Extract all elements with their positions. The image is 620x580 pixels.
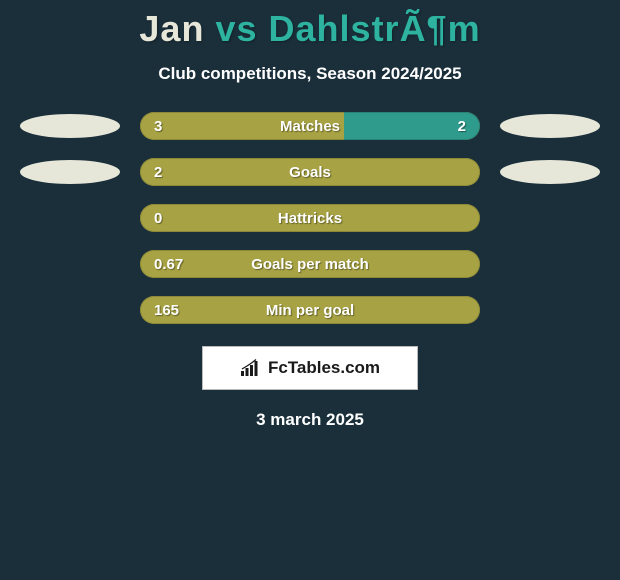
page-title: Jan vs DahlstrÃ¶m — [0, 8, 620, 50]
subtitle: Club competitions, Season 2024/2025 — [0, 64, 620, 84]
stat-bar: 0Hattricks — [140, 204, 480, 232]
comparison-card: Jan vs DahlstrÃ¶m Club competitions, Sea… — [0, 0, 620, 430]
logo-badge[interactable]: FcTables.com — [202, 346, 418, 390]
title-vs: vs — [215, 8, 257, 49]
date: 3 march 2025 — [0, 410, 620, 430]
stat-row: 0.67Goals per match — [0, 250, 620, 278]
stat-label: Min per goal — [140, 302, 480, 319]
logo-text: FcTables.com — [268, 358, 380, 378]
stat-label: Goals — [140, 164, 480, 181]
ellipse-spacer — [20, 206, 120, 230]
stat-label: Matches — [140, 118, 480, 135]
chart-icon — [240, 359, 262, 377]
ellipse-spacer — [20, 252, 120, 276]
player1-ellipse-icon — [20, 114, 120, 138]
stat-bar: 165Min per goal — [140, 296, 480, 324]
stat-row: 0Hattricks — [0, 204, 620, 232]
ellipse-spacer — [500, 252, 600, 276]
ellipse-spacer — [500, 298, 600, 322]
stat-bar: 2Goals — [140, 158, 480, 186]
stat-row: 3Matches2 — [0, 112, 620, 140]
stat-bar: 3Matches2 — [140, 112, 480, 140]
player2-ellipse-icon — [500, 160, 600, 184]
stat-label: Hattricks — [140, 210, 480, 227]
stat-label: Goals per match — [140, 256, 480, 273]
title-player1: Jan — [139, 8, 204, 49]
ellipse-spacer — [500, 206, 600, 230]
player1-ellipse-icon — [20, 160, 120, 184]
ellipse-spacer — [20, 298, 120, 322]
stat-rows: 3Matches22Goals0Hattricks0.67Goals per m… — [0, 112, 620, 324]
stat-bar: 0.67Goals per match — [140, 250, 480, 278]
stat-value-player2: 2 — [458, 118, 466, 135]
player2-ellipse-icon — [500, 114, 600, 138]
title-player2: DahlstrÃ¶m — [269, 8, 481, 49]
stat-row: 2Goals — [0, 158, 620, 186]
stat-row: 165Min per goal — [0, 296, 620, 324]
